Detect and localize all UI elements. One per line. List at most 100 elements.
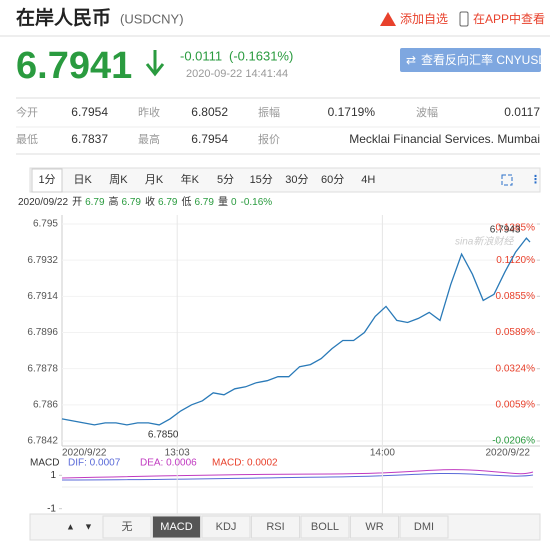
stat-label: 昨收 [138,105,160,119]
macd-dif-line [61,469,534,479]
info-change: -0.16% [241,197,273,208]
watermark: sina新浪财经 [455,236,514,248]
app-link[interactable]: 在APP中查看 [473,11,545,26]
more-icon[interactable]: ⋮ [530,174,541,186]
y-tick-label: 6.795 [33,219,58,230]
macd-title: MACD [30,458,59,469]
scroll-down[interactable]: ▼ [84,521,93,531]
stat-value: 6.7954 [191,132,228,146]
change: -0.0111 [180,48,222,63]
indicator-tab [251,515,300,539]
fire-icon [380,12,396,26]
macd-value: MACD: 0.0002 [212,458,278,469]
indicator-tab-label[interactable]: DMI [414,521,434,533]
annotation: 6.7943 [490,225,521,236]
y2-tick-label: 0.1385% [496,223,536,234]
y-tick-label: 6.7878 [27,363,58,374]
macd-tick-label: 1 [50,470,56,481]
add-watch[interactable]: 添加自选 [400,12,448,26]
tab-bar [29,167,541,193]
x-tick-label: 13:03 [165,448,190,459]
stat-value: Mecklai Financial Services. Mumbai [349,132,540,146]
period-tab[interactable]: 月K [145,174,164,186]
macd-dea-line [61,472,534,481]
info-label: 量 [218,196,228,208]
stat-label: 振幅 [258,105,280,119]
phone-icon [459,11,469,27]
y-tick-label: 6.7914 [27,291,58,302]
indicator-tab-label[interactable]: WR [365,521,383,533]
info-value: 6.79 [194,197,214,208]
period-tab[interactable]: 日K [74,174,93,186]
indicator-tab-label[interactable]: BOLL [311,521,339,533]
time: 2020-09-22 14:41:44 [186,68,288,80]
down-arrow [145,50,165,77]
macd-tick-label: -1 [47,503,56,514]
info-value: 6.79 [122,197,142,208]
reverse-label[interactable]: 查看反向汇率 CNYUSD [421,52,547,67]
period-tab[interactable]: 1分 [38,173,55,186]
y2-tick-label: -0.0206% [492,436,535,447]
y2-tick-label: 0.0059% [496,399,536,410]
scroll-up[interactable]: ▲ [66,521,75,531]
info-value: 0 [231,197,237,208]
period-tab[interactable]: 4H [361,174,375,186]
y2-tick-label: 0.0589% [496,327,536,338]
title: 在岸人民币 [16,6,111,29]
selected-tab [31,168,63,193]
stat-label: 波幅 [416,106,438,119]
indicator-tab [102,515,152,539]
y-tick-label: 6.786 [33,399,58,410]
info-label: 高 [109,195,119,208]
fullscreen-icon[interactable] [501,174,513,186]
y2-tick-label: 0.0855% [496,291,536,302]
macd-dea: DEA: 0.0006 [140,458,197,469]
indicator-tab [300,515,350,539]
code: (USDCNY) [120,11,184,26]
indicator-tab [399,515,449,539]
period-tab[interactable]: 30分 [285,173,308,186]
x-tick-label: 2020/9/22 [62,448,107,459]
info-label: 低 [181,195,191,208]
indicator-tab-label[interactable]: 无 [122,521,133,533]
period-tab[interactable]: 年K [181,172,200,186]
stat-label: 最高 [138,132,160,146]
stat-value: 0.0117 [504,105,540,119]
selected-indicator-tab [152,515,201,539]
info-label: 收 [145,195,155,208]
info-value: 6.79 [85,197,105,208]
indicator-tab [350,515,399,539]
stat-value: 0.1719% [328,105,376,119]
price: 6.7941 [16,45,132,87]
stat-value: 6.7837 [71,132,108,146]
price-line [61,237,531,426]
info-value: 6.79 [158,197,178,208]
indicator-tab-label[interactable]: KDJ [216,521,237,533]
stat-label: 报价 [258,132,280,146]
annotation: 6.7850 [148,430,179,441]
y-tick-label: 6.7932 [27,255,58,266]
info-bar: 2020/09/22 开 6.79 高 6.79 收 6.79 低 6.79 量 0 -0.16% [18,195,272,208]
change-pct: (-0.1631%) [229,48,293,63]
y-tick-label: 6.7842 [27,436,58,447]
indicator-tab [201,515,251,539]
period-tab[interactable]: 15分 [250,173,273,186]
stat-value: 6.8052 [191,105,228,119]
indicator-tab-label[interactable]: RSI [266,521,284,533]
y2-tick-label: 0.1120% [496,255,535,266]
x-tick-label: 14:00 [370,448,395,459]
reverse-button[interactable] [400,48,541,72]
info-label: 开 [72,197,82,208]
y2-tick-label: 0.0324% [496,363,536,374]
stat-label: 最低 [16,133,38,146]
swap-icon: ⇄ [406,53,416,67]
period-tab[interactable]: 周K [109,173,128,186]
info-date: 2020/09/22 [18,197,68,208]
y-tick-label: 6.7896 [27,327,58,338]
indicator-tab-label[interactable]: MACD [160,521,192,533]
stat-value: 6.7954 [71,105,108,119]
period-tab[interactable]: 60分 [321,173,344,186]
period-tab[interactable]: 5分 [217,173,234,186]
